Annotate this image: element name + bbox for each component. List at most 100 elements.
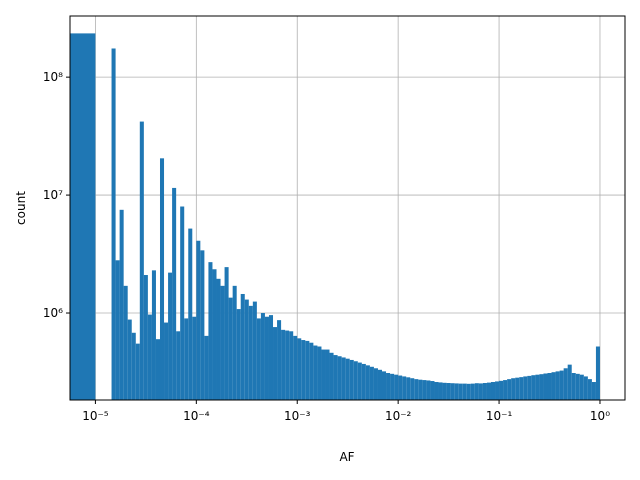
bar <box>147 314 152 400</box>
bar <box>232 285 237 400</box>
bar <box>410 378 415 400</box>
bar <box>490 382 496 400</box>
bar <box>559 370 564 400</box>
bar <box>123 285 128 400</box>
bar <box>155 339 160 400</box>
bar <box>555 371 560 400</box>
bar <box>321 349 326 400</box>
bar <box>551 372 556 400</box>
bar <box>212 269 217 400</box>
bar <box>297 338 302 400</box>
bar <box>172 187 177 400</box>
bar <box>539 374 544 400</box>
bar <box>228 297 233 400</box>
bar <box>168 272 173 400</box>
bar <box>575 373 580 400</box>
bar <box>260 313 265 400</box>
bar <box>264 316 269 400</box>
bar <box>450 383 455 400</box>
bar <box>224 267 229 400</box>
bar <box>361 363 366 400</box>
bar <box>244 299 249 400</box>
bar <box>466 383 471 400</box>
bar <box>377 369 383 400</box>
bar <box>446 383 451 400</box>
x-tick-label: 10⁻⁴ <box>183 409 210 423</box>
bar <box>511 378 516 400</box>
bar <box>422 380 427 400</box>
bar <box>458 383 463 400</box>
bar <box>301 340 306 400</box>
bar <box>531 375 536 400</box>
bar <box>188 228 193 400</box>
bar <box>204 335 209 400</box>
bar <box>579 374 584 400</box>
bar <box>357 362 362 400</box>
bar <box>394 374 399 400</box>
bar <box>236 309 241 400</box>
bar <box>454 383 459 400</box>
bar <box>135 343 140 400</box>
bar <box>176 331 181 400</box>
x-axis-label: AF <box>339 450 354 464</box>
bar <box>474 383 479 400</box>
bar <box>571 373 576 400</box>
bar <box>127 319 132 400</box>
x-tick-label: 10⁻¹ <box>486 409 513 423</box>
bar <box>70 33 96 400</box>
bar <box>325 349 330 400</box>
bar <box>252 301 257 400</box>
bar <box>305 340 310 400</box>
bar <box>390 373 395 400</box>
bar <box>159 158 165 400</box>
bar <box>337 356 342 400</box>
bar <box>256 318 261 400</box>
bar <box>503 380 508 400</box>
bar <box>285 330 290 400</box>
bar <box>369 366 374 400</box>
bar <box>386 373 391 400</box>
bar <box>382 371 387 400</box>
bar <box>333 355 338 400</box>
bar <box>139 121 144 400</box>
bar <box>406 377 411 400</box>
bar <box>289 331 294 400</box>
bar <box>499 380 504 400</box>
bar <box>567 364 572 400</box>
bar <box>349 359 354 400</box>
bar <box>115 260 120 400</box>
bar <box>313 345 318 400</box>
bar <box>430 381 435 400</box>
bar <box>329 352 334 400</box>
bar <box>184 318 189 400</box>
bar <box>341 357 346 400</box>
bar <box>143 275 148 400</box>
bar <box>535 374 540 400</box>
x-tick-label: 10⁻³ <box>284 409 311 423</box>
bar <box>151 270 156 400</box>
bar <box>277 320 282 400</box>
bar <box>180 206 185 400</box>
bar <box>414 379 419 400</box>
y-axis-label: count <box>14 191 28 225</box>
axes-frame <box>69 15 626 401</box>
x-tick-label: 10⁻⁵ <box>82 409 109 423</box>
bar <box>281 329 286 400</box>
bar <box>434 382 439 400</box>
bar <box>595 346 600 400</box>
bar <box>164 322 169 400</box>
bar <box>365 365 370 400</box>
bar <box>317 346 322 400</box>
bar <box>418 379 423 400</box>
bar <box>462 383 467 400</box>
x-tick-label: 10⁻² <box>385 409 412 423</box>
bar <box>248 305 253 400</box>
bar <box>527 375 532 400</box>
bar <box>192 316 197 400</box>
bar <box>200 250 205 400</box>
bar <box>482 383 487 400</box>
bar <box>398 375 403 400</box>
bar <box>345 358 350 400</box>
ticks: 10⁻⁵ 10⁻⁴ 10⁻³ 10⁻² 10⁻¹ 10⁰ 10⁶ 10⁷ 10⁸ <box>43 70 610 423</box>
